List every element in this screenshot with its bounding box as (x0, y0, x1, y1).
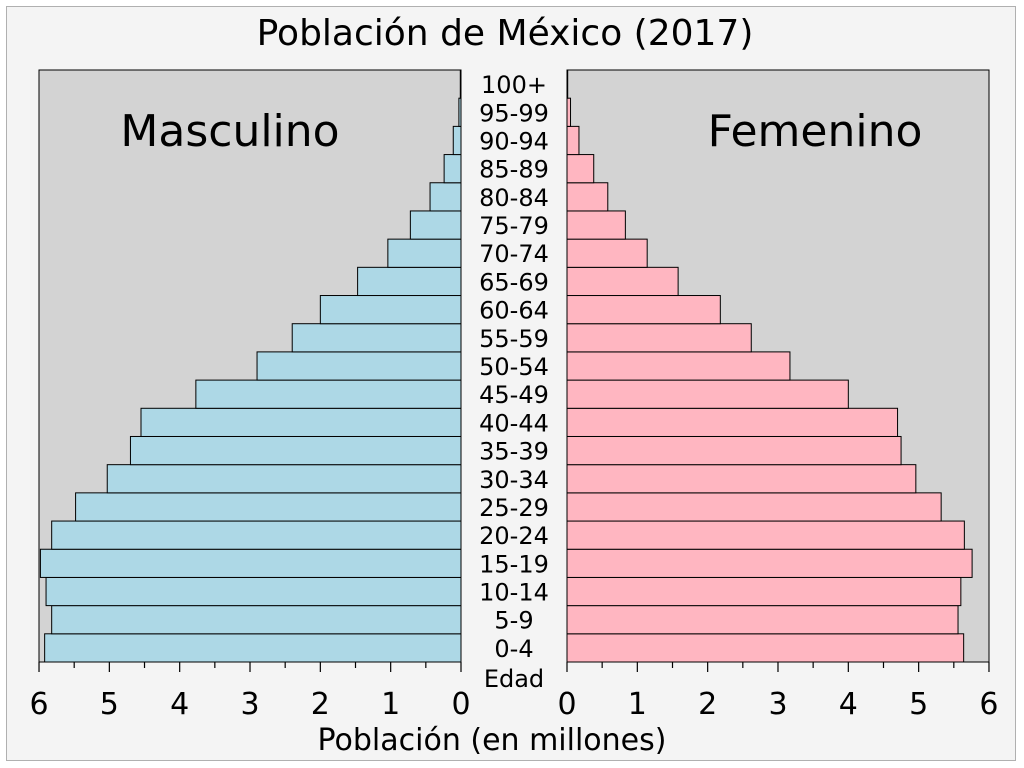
x-tick-label-male-3: 3 (240, 687, 259, 722)
chart-figure: Población de México (2017) Masculino Fem… (6, 6, 1016, 761)
x-tick-label-male-1: 1 (381, 687, 400, 722)
x-tick-label-female-3: 3 (768, 687, 787, 722)
bar-male-40-44 (140, 407, 462, 437)
age-label-95-99: 95-99 (479, 99, 549, 127)
x-tick-label-female-1: 1 (628, 687, 647, 722)
age-label-30-34: 30-34 (479, 466, 549, 494)
x-axis-label: Población (en millones) (318, 723, 667, 758)
bar-female-95-99 (566, 97, 572, 127)
bar-male-10-14 (45, 576, 462, 607)
bar-female-90-94 (566, 125, 580, 156)
age-label-55-59: 55-59 (479, 325, 549, 353)
age-label-10-14: 10-14 (479, 579, 549, 607)
bar-male-60-64 (319, 295, 462, 325)
age-label-100plus: 100+ (481, 71, 547, 99)
x-tick-label-male-4: 4 (170, 687, 189, 722)
age-label-40-44: 40-44 (479, 409, 549, 437)
bar-female-30-34 (566, 464, 917, 494)
age-label-15-19: 15-19 (479, 550, 549, 578)
x-tick-label-female-5: 5 (909, 687, 928, 722)
age-label-85-89: 85-89 (479, 156, 549, 184)
x-tick-label-female-2: 2 (698, 687, 717, 722)
age-label-5-9: 5-9 (494, 607, 533, 635)
x-tick-label-male-0: 0 (451, 687, 470, 722)
x-tick-label-male-5: 5 (100, 687, 119, 722)
bar-female-70-74 (566, 238, 648, 268)
bar-male-35-39 (129, 435, 462, 466)
bar-female-20-24 (566, 520, 965, 550)
bar-male-95-99 (458, 97, 462, 127)
bar-female-100plus (566, 69, 569, 99)
bar-male-45-49 (195, 379, 462, 409)
bar-male-25-29 (75, 492, 462, 522)
y-axis-label: Edad (484, 665, 544, 693)
age-label-90-94: 90-94 (479, 127, 549, 155)
bar-male-0-4 (44, 633, 462, 663)
bar-female-75-79 (566, 210, 626, 240)
x-tick-label-female-4: 4 (839, 687, 858, 722)
age-label-50-54: 50-54 (479, 353, 549, 381)
age-label-20-24: 20-24 (479, 522, 549, 550)
bar-male-65-69 (357, 266, 462, 297)
bar-male-55-59 (291, 323, 462, 353)
bar-female-25-29 (566, 492, 942, 522)
bar-female-60-64 (566, 295, 721, 325)
age-label-45-49: 45-49 (479, 381, 549, 409)
bar-male-50-54 (256, 351, 462, 381)
bar-female-65-69 (566, 266, 679, 297)
panel-label-male: Masculino (120, 106, 339, 157)
bar-female-15-19 (566, 548, 973, 578)
bar-female-40-44 (566, 407, 899, 437)
age-label-80-84: 80-84 (479, 184, 549, 212)
bar-female-45-49 (566, 379, 849, 409)
bar-female-80-84 (566, 182, 609, 212)
x-axis-ticks: 6 5 4 3 2 1 0 0 1 2 3 4 5 6 (29, 662, 999, 722)
age-label-0-4: 0-4 (494, 635, 533, 663)
age-label-65-69: 65-69 (479, 268, 549, 296)
bar-male-5-9 (51, 605, 462, 635)
bar-male-70-74 (387, 238, 462, 268)
bar-female-0-4 (566, 633, 965, 663)
x-tick-label-male-6: 6 (29, 687, 48, 722)
bar-male-80-84 (429, 182, 462, 212)
panel-label-female: Femenino (708, 106, 923, 157)
bar-female-35-39 (566, 435, 902, 466)
population-pyramid-chart: Población de México (2017) Masculino Fem… (29, 13, 999, 758)
series-femenino (566, 69, 973, 663)
age-group-labels: 0-45-910-1415-1920-2425-2930-3435-3940-4… (479, 71, 549, 663)
bar-male-15-19 (39, 548, 462, 578)
chart-title: Población de México (2017) (257, 13, 754, 54)
series-masculino (39, 69, 462, 663)
x-tick-label-female-6: 6 (979, 687, 998, 722)
bar-male-85-89 (443, 154, 462, 184)
bar-female-10-14 (566, 576, 962, 607)
x-tick-label-female-0: 0 (557, 687, 576, 722)
bar-female-85-89 (566, 154, 595, 184)
bar-male-75-79 (409, 210, 462, 240)
bar-male-100plus (459, 69, 462, 99)
bar-male-90-94 (452, 125, 462, 156)
age-label-75-79: 75-79 (479, 212, 549, 240)
age-label-35-39: 35-39 (479, 438, 549, 466)
bar-female-55-59 (566, 323, 752, 353)
x-tick-label-male-2: 2 (311, 687, 330, 722)
bar-female-5-9 (566, 605, 959, 635)
bar-female-50-54 (566, 351, 791, 381)
age-label-60-64: 60-64 (479, 297, 549, 325)
bar-male-30-34 (106, 464, 462, 494)
age-label-25-29: 25-29 (479, 494, 549, 522)
age-label-70-74: 70-74 (479, 240, 549, 268)
bar-male-20-24 (51, 520, 462, 550)
